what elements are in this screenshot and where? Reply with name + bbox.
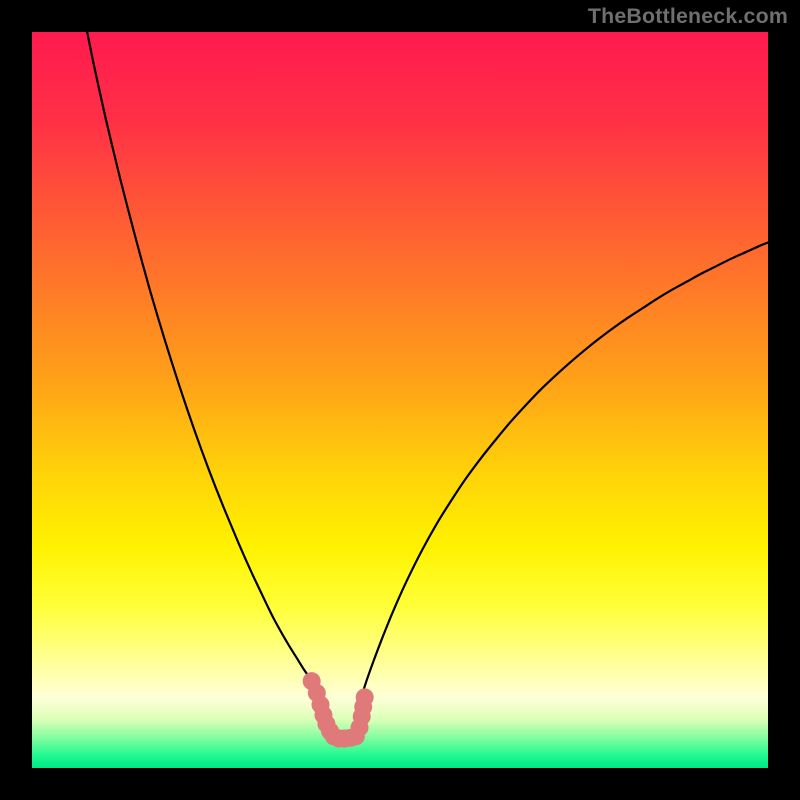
plot-background: [32, 32, 768, 768]
data-marker: [356, 688, 374, 706]
chart-svg: [0, 0, 800, 800]
chart-root: TheBottleneck.com: [0, 0, 800, 800]
watermark-text: TheBottleneck.com: [588, 4, 788, 29]
